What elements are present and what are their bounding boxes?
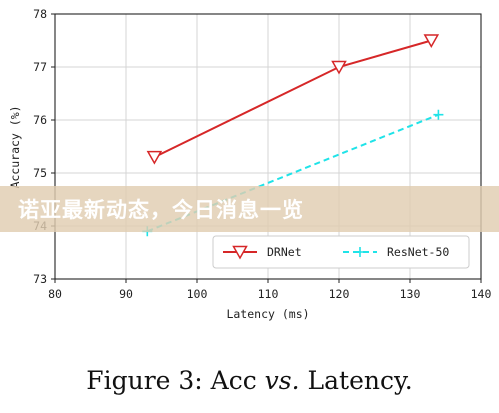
x-tick-label: 90 — [119, 287, 133, 301]
figure-caption: Figure 3: Acc vs. Latency. — [0, 366, 499, 395]
legend-marker-drnet — [232, 245, 248, 260]
banner-text: 诺亚最新动态，今日消息一览 — [18, 198, 304, 222]
legend-box — [212, 235, 470, 269]
legend-label-drnet: DRNet — [267, 245, 302, 259]
legend-label-resnet50: ResNet-50 — [387, 245, 449, 259]
data-point-resnet50 — [433, 109, 444, 120]
x-tick-label: 130 — [400, 287, 421, 301]
legend: DRNet ResNet-50 — [212, 235, 470, 269]
data-point-drnet — [146, 150, 163, 165]
x-tick-label: 120 — [329, 287, 350, 301]
y-tick-label: 78 — [33, 7, 47, 21]
y-tick-label: 75 — [33, 166, 47, 180]
y-tick-label: 77 — [33, 60, 47, 74]
x-tick-label: 140 — [471, 287, 492, 301]
series-line-drnet — [153, 39, 432, 158]
legend-marker-drnet — [232, 245, 248, 260]
news-banner: 诺亚最新动态，今日消息一览 — [0, 186, 499, 232]
caption-vs: vs. — [264, 366, 300, 395]
y-tick-label: 76 — [33, 113, 47, 127]
legend-marker-resnet50 — [355, 247, 365, 257]
y-axis-label: Accuracy (%) — [8, 105, 22, 188]
x-tick-label: 100 — [187, 287, 208, 301]
x-tick-label: 80 — [48, 287, 62, 301]
caption-prefix: Figure 3: Acc — [86, 366, 265, 395]
y-tick-label: 73 — [33, 272, 47, 286]
x-tick-label: 110 — [258, 287, 279, 301]
data-point-drnet — [331, 60, 347, 75]
data-point-drnet — [423, 34, 440, 49]
x-axis-label: Latency (ms) — [226, 307, 309, 321]
caption-suffix: Latency. — [299, 366, 413, 395]
legend-marker-resnet50 — [355, 247, 365, 257]
